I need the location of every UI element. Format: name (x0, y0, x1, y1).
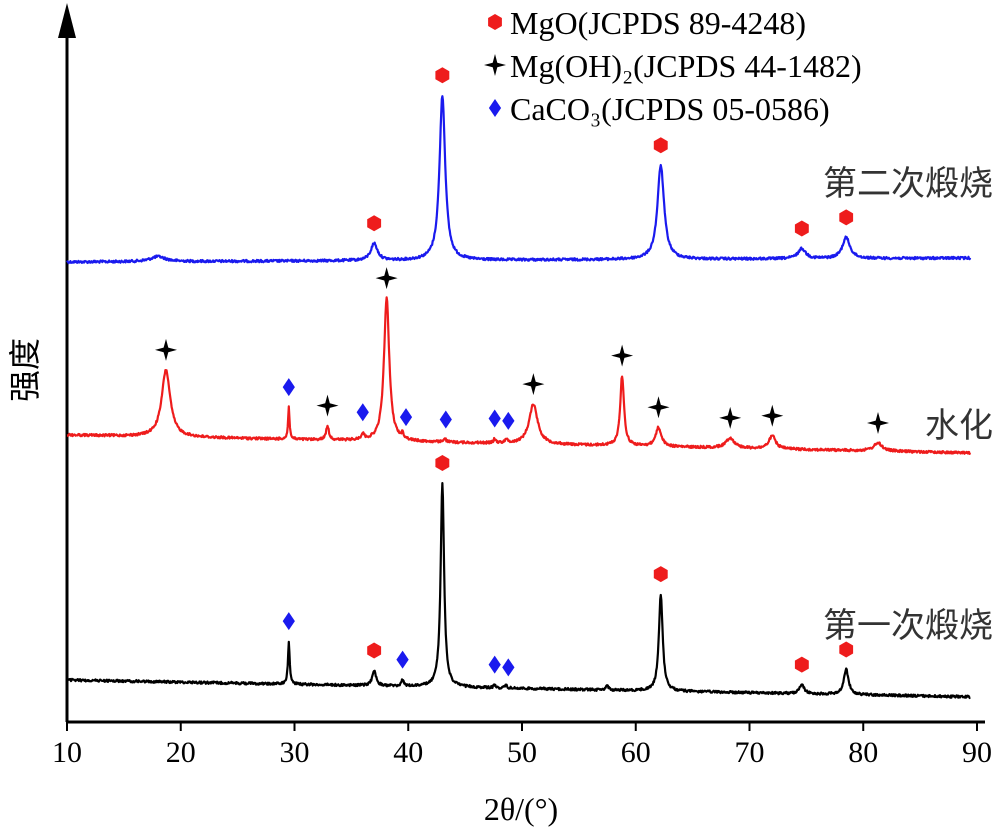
peak-marker-second-calcination-hexagon-0 (367, 215, 382, 232)
series-label-second-calcination: 第二次煅烧 (823, 164, 993, 204)
peak-marker-hydration-star4-11 (647, 396, 670, 419)
x-tick-label-40: 40 (393, 736, 423, 769)
peak-marker-first-calcination-hexagon-1 (367, 642, 382, 659)
legend-label-mgo: MgO(JCPDS 89-4248) (510, 5, 806, 41)
series-layer (66, 95, 972, 700)
peak-marker-hydration-star4-4 (375, 267, 398, 290)
y-axis-arrow-icon (58, 3, 76, 38)
peak-marker-second-calcination-hexagon-3 (794, 220, 809, 237)
series-line-hydration (66, 296, 972, 455)
peak-markers-layer (155, 67, 889, 677)
peak-marker-second-calcination-hexagon-1 (435, 67, 450, 84)
peak-marker-first-calcination-hexagon-3 (435, 455, 450, 471)
x-tick-label-90: 90 (962, 736, 992, 769)
peak-marker-first-calcination-diamond-5 (502, 658, 515, 677)
peak-marker-first-calcination-hexagon-7 (794, 656, 809, 673)
x-tick-label-10: 10 (52, 736, 82, 769)
y-axis-title: 强度 (7, 338, 43, 402)
peak-marker-hydration-diamond-8 (502, 411, 515, 430)
peak-marker-hydration-diamond-1 (282, 378, 295, 397)
legend-label-caco3: CaCO₃(JCPDS 05-0586) (510, 91, 830, 127)
peak-marker-hydration-star4-14 (867, 412, 889, 434)
series-line-first-calcination (66, 482, 971, 700)
peak-marker-hydration-diamond-5 (399, 408, 413, 427)
legend-hexagon-icon (488, 14, 502, 30)
peak-marker-hydration-star4-10 (611, 344, 634, 367)
peak-marker-hydration-diamond-3 (356, 403, 369, 422)
peak-marker-hydration-star4-12 (719, 406, 742, 429)
x-axis-ticks (66, 722, 978, 731)
axes (58, 3, 985, 724)
legend-markers (484, 14, 506, 117)
peak-marker-second-calcination-hexagon-2 (653, 137, 668, 154)
series-label-hydration: 水化 (925, 406, 993, 446)
legend-star4-icon (484, 54, 506, 76)
peak-marker-first-calcination-diamond-0 (282, 612, 295, 631)
legend-diamond-icon (488, 99, 502, 117)
peak-marker-hydration-star4-13 (761, 404, 784, 427)
peak-marker-first-calcination-hexagon-6 (653, 566, 668, 583)
peak-marker-hydration-diamond-7 (488, 409, 501, 428)
series-line-second-calcination (66, 95, 972, 265)
peak-marker-hydration-diamond-6 (439, 410, 452, 429)
peak-marker-hydration-star4-0 (155, 338, 177, 361)
x-tick-label-20: 20 (166, 736, 196, 769)
x-tick-label-70: 70 (735, 736, 765, 769)
peak-marker-hydration-star4-2 (316, 394, 339, 417)
peak-marker-hydration-star4-9 (522, 373, 545, 396)
x-tick-label-50: 50 (507, 736, 537, 769)
x-tick-label-30: 30 (280, 736, 310, 769)
x-tick-label-60: 60 (621, 736, 651, 769)
legend-label-mgoh2: Mg(OH)₂(JCPDS 44-1482) (510, 48, 862, 84)
legend: MgO(JCPDS 89-4248) Mg(OH)₂(JCPDS 44-1482… (484, 5, 862, 127)
series-label-first-calcination: 第一次煅烧 (823, 606, 993, 646)
peak-marker-first-calcination-hexagon-8 (839, 641, 854, 658)
x-tick-label-80: 80 (848, 736, 878, 769)
x-axis-tick-labels: 10 20 30 40 50 60 70 80 90 (52, 736, 992, 769)
peak-marker-first-calcination-diamond-4 (488, 655, 501, 674)
x-axis-title: 2θ/(°) (484, 791, 558, 827)
peak-marker-first-calcination-diamond-2 (396, 650, 409, 669)
peak-marker-second-calcination-hexagon-4 (839, 209, 854, 226)
